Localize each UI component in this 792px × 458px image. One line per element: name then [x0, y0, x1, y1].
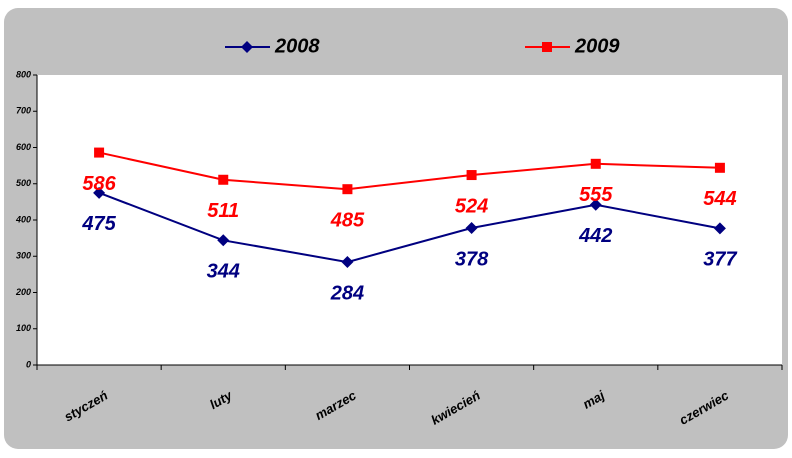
data-label: 555	[579, 184, 613, 206]
data-label: 524	[455, 195, 488, 217]
marker	[713, 222, 726, 235]
marker	[342, 184, 353, 195]
marker	[589, 198, 602, 211]
y-tick-label: 0	[26, 359, 31, 369]
marker	[94, 147, 105, 158]
marker	[93, 186, 106, 199]
marker	[465, 221, 478, 234]
data-label: 586	[82, 173, 116, 195]
marker	[466, 170, 477, 181]
line	[98, 191, 721, 264]
y-tick-label: 800	[16, 69, 31, 79]
data-label: 475	[81, 213, 116, 235]
data-label: 544	[703, 188, 736, 210]
marker	[217, 234, 230, 247]
data-label: 377	[703, 249, 737, 271]
y-tick-label: 100	[16, 323, 31, 333]
data-label: 442	[578, 225, 612, 247]
data-label: 284	[330, 282, 364, 304]
y-tick-label: 200	[15, 287, 31, 297]
y-tick-label: 300	[16, 251, 31, 261]
line	[98, 151, 720, 191]
data-label: 511	[207, 200, 239, 222]
plot-area	[37, 75, 782, 365]
y-tick-label: 600	[16, 142, 31, 152]
data-label: 485	[330, 209, 365, 231]
y-tick-label: 700	[16, 106, 31, 116]
marker	[714, 162, 725, 173]
legend-marker	[241, 41, 253, 53]
y-tick-label: 400	[15, 214, 31, 224]
legend-label: 2009	[574, 35, 620, 57]
marker	[590, 158, 601, 169]
legend-label: 2008	[274, 35, 320, 57]
marker	[218, 174, 229, 185]
data-label: 344	[207, 261, 240, 283]
y-tick-label: 500	[16, 178, 31, 188]
marker	[341, 256, 354, 269]
data-label: 378	[455, 248, 489, 270]
legend-marker	[542, 42, 552, 52]
